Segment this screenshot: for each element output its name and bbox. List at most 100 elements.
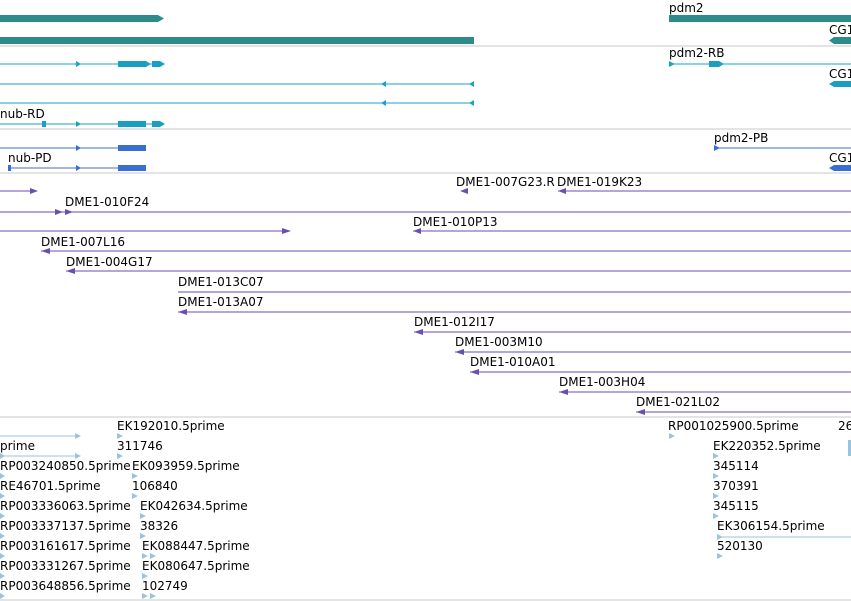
est-label: EK220352.5prime [713, 439, 821, 453]
pd-exon[interactable] [8, 165, 11, 171]
est-label: RP003331267.5prime [0, 559, 131, 573]
est-label: 370391 [713, 479, 759, 493]
clone-label: DME1-013C07 [178, 275, 264, 289]
clone-label: DME1-007L16 [41, 235, 125, 249]
clone-label: DME1-003H04 [559, 375, 645, 389]
est-label: EK306154.5prime [717, 519, 825, 533]
clone-label: DME1-019K23 [557, 175, 642, 189]
est-label: EK192010.5prime [117, 419, 225, 433]
clone-track: DME1-007G23.R DME1-019K23 DME1-010F24 DM… [0, 175, 851, 415]
transcript-end-arrow [829, 165, 834, 171]
est-track: prime RP003240850.5prime RE46701.5prime … [0, 419, 851, 599]
est-arrow [75, 453, 81, 459]
est-label: 311746 [117, 439, 163, 453]
est-label: EK093959.5prime [132, 459, 240, 473]
est-arrow [713, 473, 719, 479]
est-arrow [717, 534, 723, 540]
clone-arrow [413, 228, 421, 234]
est-label: EK080647.5prime [142, 559, 250, 573]
clone-arrow [55, 209, 63, 215]
est-label: 520130 [717, 539, 763, 553]
est-arrow [142, 553, 148, 559]
transcript-label-nub-RD: nub-RD [0, 107, 45, 121]
est-arrow [117, 453, 123, 459]
est-label: RE46701.5prime [0, 479, 101, 493]
est-label: 26 [838, 419, 851, 433]
intron-arrow [381, 81, 386, 87]
clone-arrow [558, 188, 566, 194]
est-arrow [132, 473, 138, 479]
gene-feature-pdm2[interactable] [669, 15, 851, 22]
transcript-exon[interactable] [834, 37, 851, 44]
transcript-exon[interactable] [834, 81, 851, 87]
est-label: EK042634.5prime [140, 499, 248, 513]
clone-arrow [282, 228, 291, 234]
gene-feature[interactable] [0, 37, 474, 44]
pd-exon[interactable] [118, 165, 146, 171]
clone-arrow [414, 329, 423, 335]
est-arrow [0, 493, 5, 499]
est-arrow [140, 533, 146, 539]
est-arrow [713, 493, 719, 499]
est-label: RP003161617.5prime [0, 539, 131, 553]
intron-arrow [76, 61, 81, 67]
est-label: RP001025900.5prime [668, 419, 799, 433]
est-arrow [713, 513, 719, 519]
est-arrow [0, 573, 5, 579]
transcript-end-arrow [469, 81, 474, 87]
gene-feature[interactable] [0, 15, 158, 22]
clone-arrow [470, 369, 479, 375]
clone-label: DME1-007G23.R [456, 175, 555, 189]
est-label: 102749 [142, 579, 188, 593]
gene-label-pdm2: pdm2 [669, 1, 704, 15]
transcript-exon[interactable] [152, 61, 160, 67]
est-label: 345115 [713, 499, 759, 513]
est-arrow [117, 433, 123, 439]
est-arrow [713, 453, 719, 459]
est-arrow [0, 593, 5, 599]
pd-exon[interactable] [834, 165, 851, 171]
transcript-exon[interactable] [42, 121, 46, 127]
est-arrow [150, 553, 156, 559]
intron-arrow [381, 100, 386, 106]
pd-transcript-track: nub-PD pdm2-PB CG1 [0, 131, 851, 174]
transcript-exon[interactable] [152, 121, 160, 127]
clone-arrow [636, 409, 645, 415]
pd-exon[interactable] [118, 145, 146, 151]
clone-label: DME1-004G17 [66, 255, 153, 269]
clone-arrow [66, 268, 75, 274]
est-arrow [0, 553, 5, 559]
clone-label: DME1-003M10 [455, 335, 543, 349]
intron-arrow [719, 61, 724, 67]
clone-arrow [460, 188, 468, 194]
transcript-exon[interactable] [118, 61, 146, 67]
transcript-label-pdm2-RB: pdm2-RB [669, 46, 724, 60]
est-arrow [0, 473, 5, 479]
clone-label: DME1-010F24 [65, 195, 149, 209]
est-label: RP003337137.5prime [0, 519, 131, 533]
clone-label: DME1-010P13 [413, 215, 498, 229]
intron-arrow [76, 121, 81, 127]
transcript-end-arrow [160, 61, 165, 67]
pd-label-CG1: CG1 [829, 151, 851, 165]
clone-arrow [178, 309, 187, 315]
est-arrow [142, 573, 148, 579]
transcript-exon[interactable] [709, 61, 719, 67]
est-block[interactable] [848, 440, 851, 456]
pd-label-nub-PD: nub-PD [8, 151, 52, 165]
clone-arrow [559, 389, 568, 395]
clone-arrow [41, 248, 50, 254]
gene-track: pdm2 [0, 1, 851, 47]
transcript-exon[interactable] [118, 121, 146, 127]
est-label: EK088447.5prime [142, 539, 250, 553]
est-label: 38326 [140, 519, 178, 533]
transcript-end-arrow [160, 121, 165, 127]
clone-label: DME1-021L02 [636, 395, 720, 409]
intron-arrow [76, 145, 81, 151]
est-label: 106840 [132, 479, 178, 493]
est-arrow [142, 593, 148, 599]
est-arrow [150, 593, 156, 599]
gene-strand-arrow [158, 15, 164, 22]
pd-exon-arrow[interactable] [714, 145, 720, 151]
